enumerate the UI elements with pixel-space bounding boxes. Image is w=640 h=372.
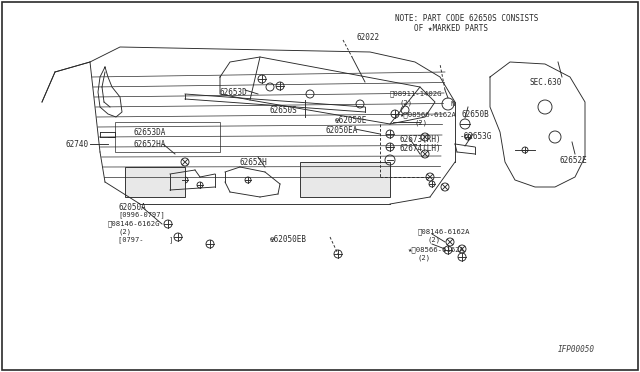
Text: (2): (2) — [418, 255, 431, 261]
Text: ★Ⓝ08566-6162A: ★Ⓝ08566-6162A — [400, 112, 457, 118]
Text: N: N — [451, 101, 455, 107]
Text: NOTE: PART CODE 62650S CONSISTS: NOTE: PART CODE 62650S CONSISTS — [395, 13, 538, 22]
Bar — [125, 167, 185, 197]
Bar — [300, 162, 390, 197]
Text: 62022: 62022 — [357, 32, 380, 42]
Text: 62652H: 62652H — [240, 157, 268, 167]
Text: [0996-0797]: [0996-0797] — [118, 212, 164, 218]
Text: 62652HA: 62652HA — [133, 140, 165, 148]
Text: -62653G: -62653G — [460, 131, 492, 141]
Text: 62740: 62740 — [65, 140, 88, 148]
Text: 62650S: 62650S — [270, 106, 298, 115]
Text: (2): (2) — [400, 100, 413, 106]
Text: ⒳08146-6162G: ⒳08146-6162G — [108, 221, 161, 227]
Text: ☢62050E: ☢62050E — [335, 115, 367, 125]
Text: Ⓞ08911-1402G: Ⓞ08911-1402G — [390, 91, 442, 97]
Text: 62674(LH): 62674(LH) — [400, 144, 442, 153]
Text: ⒳08146-6162A: ⒳08146-6162A — [418, 229, 470, 235]
Text: IFP00050: IFP00050 — [558, 346, 595, 355]
Text: ★Ⓝ08566-6162A: ★Ⓝ08566-6162A — [408, 247, 465, 253]
Text: OF ★MARKED PARTS: OF ★MARKED PARTS — [414, 23, 488, 32]
Text: ☢62050EB: ☢62050EB — [270, 234, 307, 244]
Text: [0797-      ]: [0797- ] — [118, 237, 173, 243]
Text: 62653D: 62653D — [220, 87, 248, 96]
Text: (2): (2) — [415, 120, 428, 126]
Text: 62673(RH): 62673(RH) — [400, 135, 442, 144]
Text: 62653DA: 62653DA — [133, 128, 165, 137]
Text: (2): (2) — [118, 229, 131, 235]
Text: SEC.630: SEC.630 — [530, 77, 563, 87]
Text: 62050EA: 62050EA — [326, 125, 358, 135]
Bar — [115, 122, 220, 152]
Text: 62652E: 62652E — [560, 155, 588, 164]
Text: 62050A: 62050A — [118, 202, 146, 212]
Text: 62650B: 62650B — [462, 109, 490, 119]
Text: (2): (2) — [428, 237, 441, 243]
